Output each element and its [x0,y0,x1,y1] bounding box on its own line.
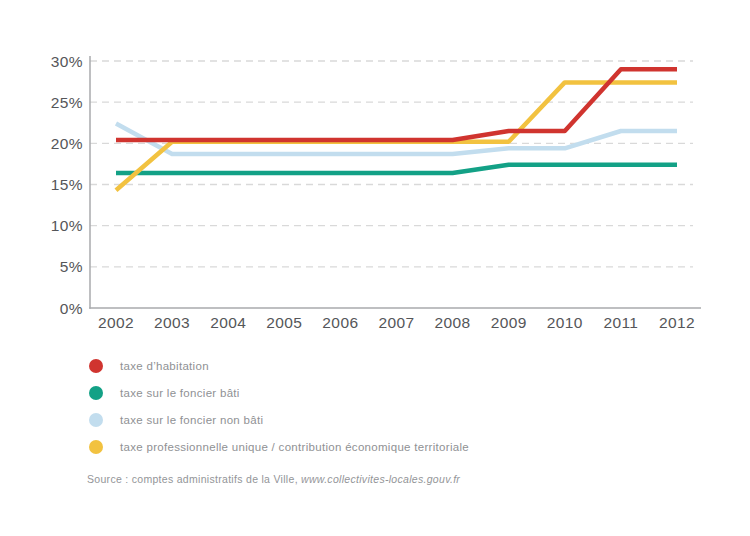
legend-label: taxe d’habitation [120,360,209,372]
legend-label: taxe sur le foncier bâti [120,387,240,399]
x-axis-year-label: 2005 [266,314,302,331]
legend-label: taxe professionnelle unique / contributi… [120,441,469,453]
x-axis-year-label: 2007 [378,314,414,331]
x-axis-year-label: 2010 [547,314,583,331]
tax-rates-line-chart-page: 0% 5% 10% 15% 20% 25% 30% 2002 2003 2004 2005 2006 2… [0,0,750,536]
chart-legend: taxe d’habitation taxe sur le foncier bât… [89,358,469,466]
legend-item: taxe professionnelle unique / contributi… [89,439,469,454]
legend-label: taxe sur le foncier non bâti [120,414,263,426]
x-axis-year-label: 2008 [435,314,471,331]
x-axis-year-label: 2009 [491,314,527,331]
x-axis-year-label: 2012 [659,314,695,331]
legend-item: taxe d’habitation [89,358,469,373]
legend-color-dot [89,386,103,400]
x-axis-year-label: 2011 [603,314,638,331]
y-axis-tick-label: 0% [60,300,83,317]
source-caption-text: Source : comptes administratifs de la Vi… [87,473,301,485]
legend-color-dot [89,413,103,427]
legend-item: taxe sur le foncier non bâti [89,412,469,427]
x-axis-year-label: 2006 [322,314,358,331]
series-line-1 [116,165,677,173]
line-chart: 0% 5% 10% 15% 20% 25% 30% 2002 2003 2004 2005 2006 2… [0,0,750,345]
legend-color-dot [89,440,103,454]
y-axis-tick-label: 10% [51,217,83,234]
y-axis-tick-label: 20% [51,135,83,152]
source-caption: Source : comptes administratifs de la Vi… [87,473,460,485]
y-axis-tick-label: 25% [51,94,83,111]
x-axis-year-label: 2003 [154,314,190,331]
x-axis-year-label: 2004 [210,314,246,331]
legend-color-dot [89,359,103,373]
series-line-0 [116,69,677,140]
y-axis-tick-label: 5% [60,258,83,275]
legend-item: taxe sur le foncier bâti [89,385,469,400]
y-axis-tick-label: 15% [51,176,83,193]
y-axis-tick-label: 30% [51,53,83,70]
x-axis-year-label: 2002 [98,314,134,331]
source-url-text: www.collectivites-locales.gouv.fr [301,473,460,485]
